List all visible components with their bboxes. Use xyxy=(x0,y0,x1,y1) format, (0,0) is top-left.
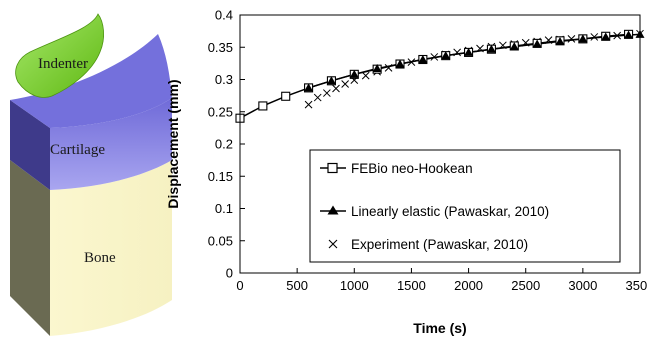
y-tick-label: 0.2 xyxy=(215,137,233,152)
legend-swatch-triangle-icon xyxy=(327,205,339,215)
y-tick-label: 0.25 xyxy=(208,104,233,119)
legend-swatch-x-icon xyxy=(328,239,338,249)
cartilage-label: Cartilage xyxy=(50,142,105,158)
experiment-x-marker xyxy=(384,64,393,72)
bone-label: Bone xyxy=(84,250,116,266)
x-tick-label: 1500 xyxy=(397,278,426,293)
experiment-x-marker xyxy=(430,53,439,61)
linear-triangle-marker xyxy=(532,39,542,48)
linear-triangle-marker xyxy=(326,76,336,85)
cartilage-front-face xyxy=(50,98,172,190)
linear-triangle-marker xyxy=(578,34,588,43)
y-tick-label: 0.15 xyxy=(208,169,233,184)
linear-triangle-marker xyxy=(624,30,634,39)
y-tick-label: 0 xyxy=(226,266,233,281)
cartilage-side-face xyxy=(10,100,50,190)
x-axis-title: Time (s) xyxy=(413,320,466,336)
x-tick-label: 3500 xyxy=(626,278,647,293)
x-tick-label: 3000 xyxy=(568,278,597,293)
experiment-x-marker xyxy=(521,38,530,47)
x-tick-label: 500 xyxy=(286,278,308,293)
y-tick-label: 0.1 xyxy=(215,201,233,216)
y-tick-label: 0.35 xyxy=(208,40,233,55)
experiment-x-marker xyxy=(453,48,461,57)
experiment-x-marker xyxy=(499,41,507,50)
legend: FEBio neo-Hookean Linearly elastic (Pawa… xyxy=(309,149,621,263)
x-tick-label: 2500 xyxy=(511,278,540,293)
experiment-x-marker xyxy=(341,80,349,88)
experiment-x-marker xyxy=(313,93,322,102)
linear-triangle-marker xyxy=(418,55,428,64)
indenter-shape xyxy=(15,13,104,98)
x-tick-label: 1000 xyxy=(340,278,369,293)
legend-item-linear: Linearly elastic (Pawaskar, 2010) xyxy=(320,204,549,219)
linear-triangle-marker xyxy=(509,42,519,51)
experiment-x-marker xyxy=(544,36,553,45)
indentation-diagram: Indenter Cartilage Bone xyxy=(10,13,172,336)
series-line-febio xyxy=(239,33,629,119)
experiment-x-marker xyxy=(323,89,331,97)
x-tick-label: 0 xyxy=(236,278,243,293)
legend-label-febio: FEBio neo-Hookean xyxy=(351,161,473,176)
linear-triangle-marker xyxy=(372,64,382,73)
experiment-x-marker xyxy=(613,31,621,40)
experiment-x-marker xyxy=(361,71,370,80)
plot-frame xyxy=(239,14,641,274)
legend-box xyxy=(309,149,621,263)
linear-triangle-marker xyxy=(395,59,405,68)
experiment-x-marker xyxy=(332,84,340,93)
y-tick-label: 0.4 xyxy=(215,8,233,23)
legend-label-experiment: Experiment (Pawaskar, 2010) xyxy=(351,237,528,252)
linear-triangle-marker xyxy=(486,44,496,53)
x-tick-label: 2000 xyxy=(454,278,483,293)
linear-triangle-marker xyxy=(601,32,611,41)
x-axis-ticks: 0 500 1000 1500 2000 2500 3000 3500 xyxy=(236,268,647,293)
experiment-x-marker xyxy=(304,100,313,109)
displacement-chart: 0 0.05 0.1 0.15 0.2 0.25 0.3 0.35 0.4 0 500 1000 15… xyxy=(165,8,647,337)
y-axis-ticks: 0 0.05 0.1 0.15 0.2 0.25 0.3 0.35 0.4 xyxy=(208,8,245,281)
linear-triangle-marker xyxy=(441,51,451,60)
indenter-label: Indenter xyxy=(38,56,88,72)
linear-triangle-marker xyxy=(304,83,314,92)
series-line-linear xyxy=(308,33,641,89)
febio-square-marker xyxy=(258,101,268,111)
bone-front-face xyxy=(50,160,172,336)
linear-triangle-marker xyxy=(555,36,565,45)
experiment-x-marker xyxy=(407,58,416,66)
legend-label-linear: Linearly elastic (Pawaskar, 2010) xyxy=(351,204,549,219)
febio-square-marker xyxy=(281,91,291,101)
y-tick-label: 0.05 xyxy=(208,233,233,248)
experiment-x-marker xyxy=(567,35,576,43)
legend-swatch-square-icon xyxy=(327,162,338,174)
y-axis-title: Displacement (mm) xyxy=(165,79,181,208)
experiment-x-marker xyxy=(476,44,484,53)
linear-triangle-marker xyxy=(464,47,474,56)
legend-item-febio: FEBio neo-Hookean xyxy=(320,161,473,176)
cartilage-top-surface xyxy=(10,34,172,128)
linear-triangle-marker xyxy=(349,69,359,78)
bone-side-face xyxy=(10,160,50,336)
series-layer xyxy=(235,29,645,123)
legend-item-experiment: Experiment (Pawaskar, 2010) xyxy=(328,237,528,252)
experiment-x-marker xyxy=(590,33,599,41)
y-tick-label: 0.3 xyxy=(215,72,233,87)
